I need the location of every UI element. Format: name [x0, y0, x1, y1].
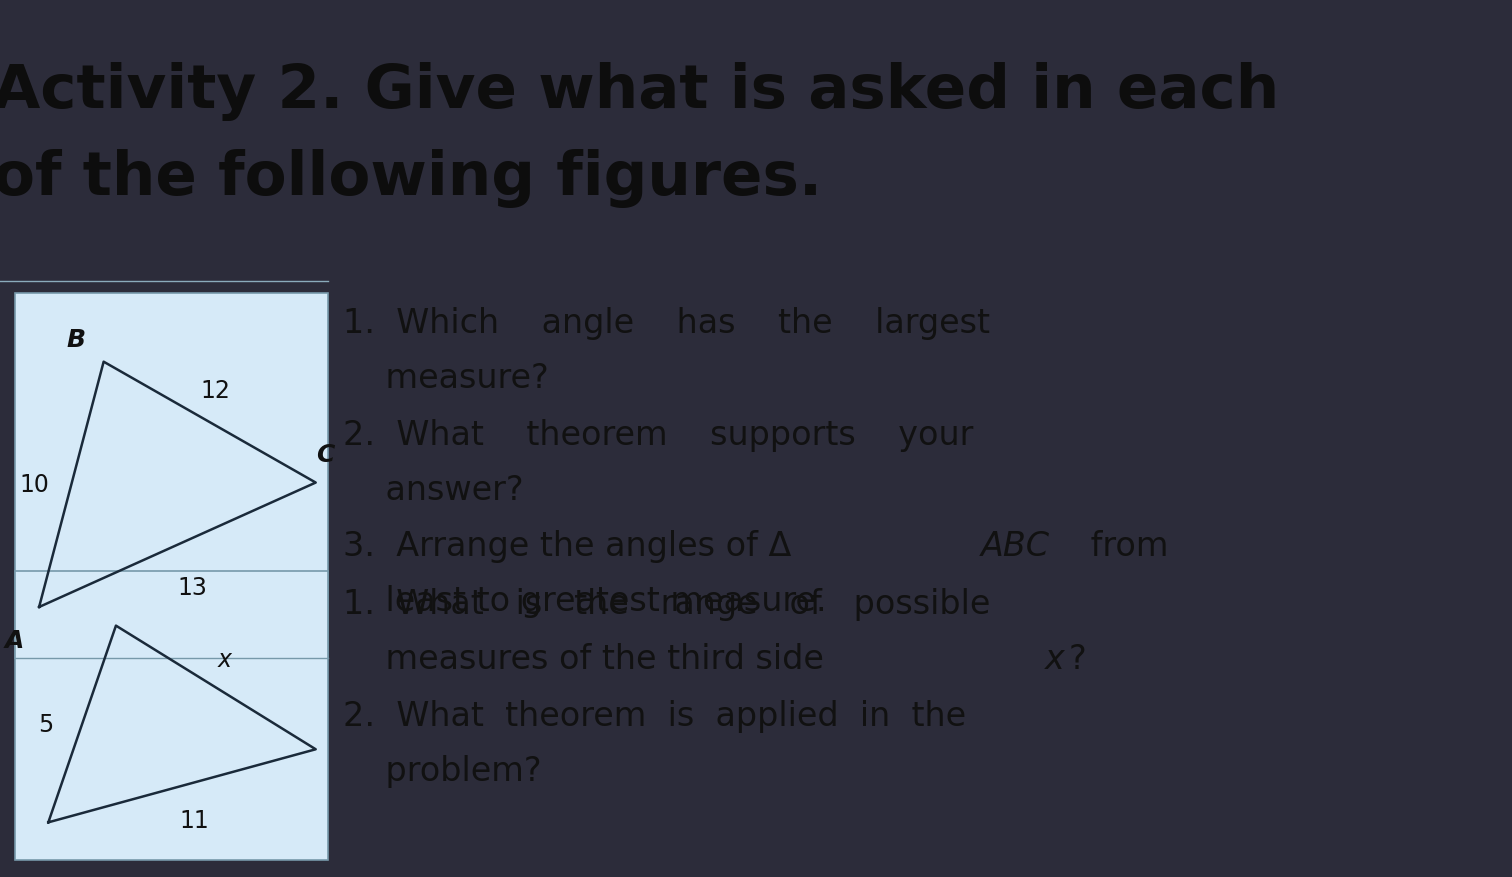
Text: answer?: answer?: [343, 473, 523, 506]
Text: of the following figures.: of the following figures.: [0, 149, 823, 208]
Text: from: from: [1080, 530, 1169, 563]
Bar: [15, 294, 328, 658]
Text: 5: 5: [38, 712, 53, 736]
Text: 2.  What  theorem  is  applied  in  the: 2. What theorem is applied in the: [343, 700, 966, 732]
Text: 13: 13: [178, 576, 207, 600]
Text: problem?: problem?: [343, 754, 541, 788]
Text: 11: 11: [180, 808, 209, 831]
Text: measure?: measure?: [343, 361, 549, 394]
Text: ?: ?: [1069, 642, 1086, 675]
Text: C: C: [316, 443, 334, 467]
Text: measures of the third side: measures of the third side: [343, 642, 835, 675]
Text: x: x: [1045, 642, 1064, 675]
Text: 1.  Which    angle    has    the    largest: 1. Which angle has the largest: [343, 306, 989, 339]
Bar: [15, 571, 328, 860]
Text: 12: 12: [201, 379, 231, 403]
Text: ABC: ABC: [981, 530, 1049, 563]
Text: 2.  What    theorem    supports    your: 2. What theorem supports your: [343, 418, 972, 452]
Text: 3.  Arrange the angles of Δ: 3. Arrange the angles of Δ: [343, 530, 791, 563]
Text: A: A: [5, 629, 24, 652]
Text: B: B: [67, 328, 86, 352]
Text: 1.  What   is   the   range   of   possible: 1. What is the range of possible: [343, 588, 990, 621]
Text: least to greatest measure.: least to greatest measure.: [343, 584, 826, 617]
Text: x: x: [218, 647, 231, 672]
Text: Activity 2. Give what is asked in each: Activity 2. Give what is asked in each: [0, 62, 1279, 121]
Text: 10: 10: [20, 473, 50, 496]
